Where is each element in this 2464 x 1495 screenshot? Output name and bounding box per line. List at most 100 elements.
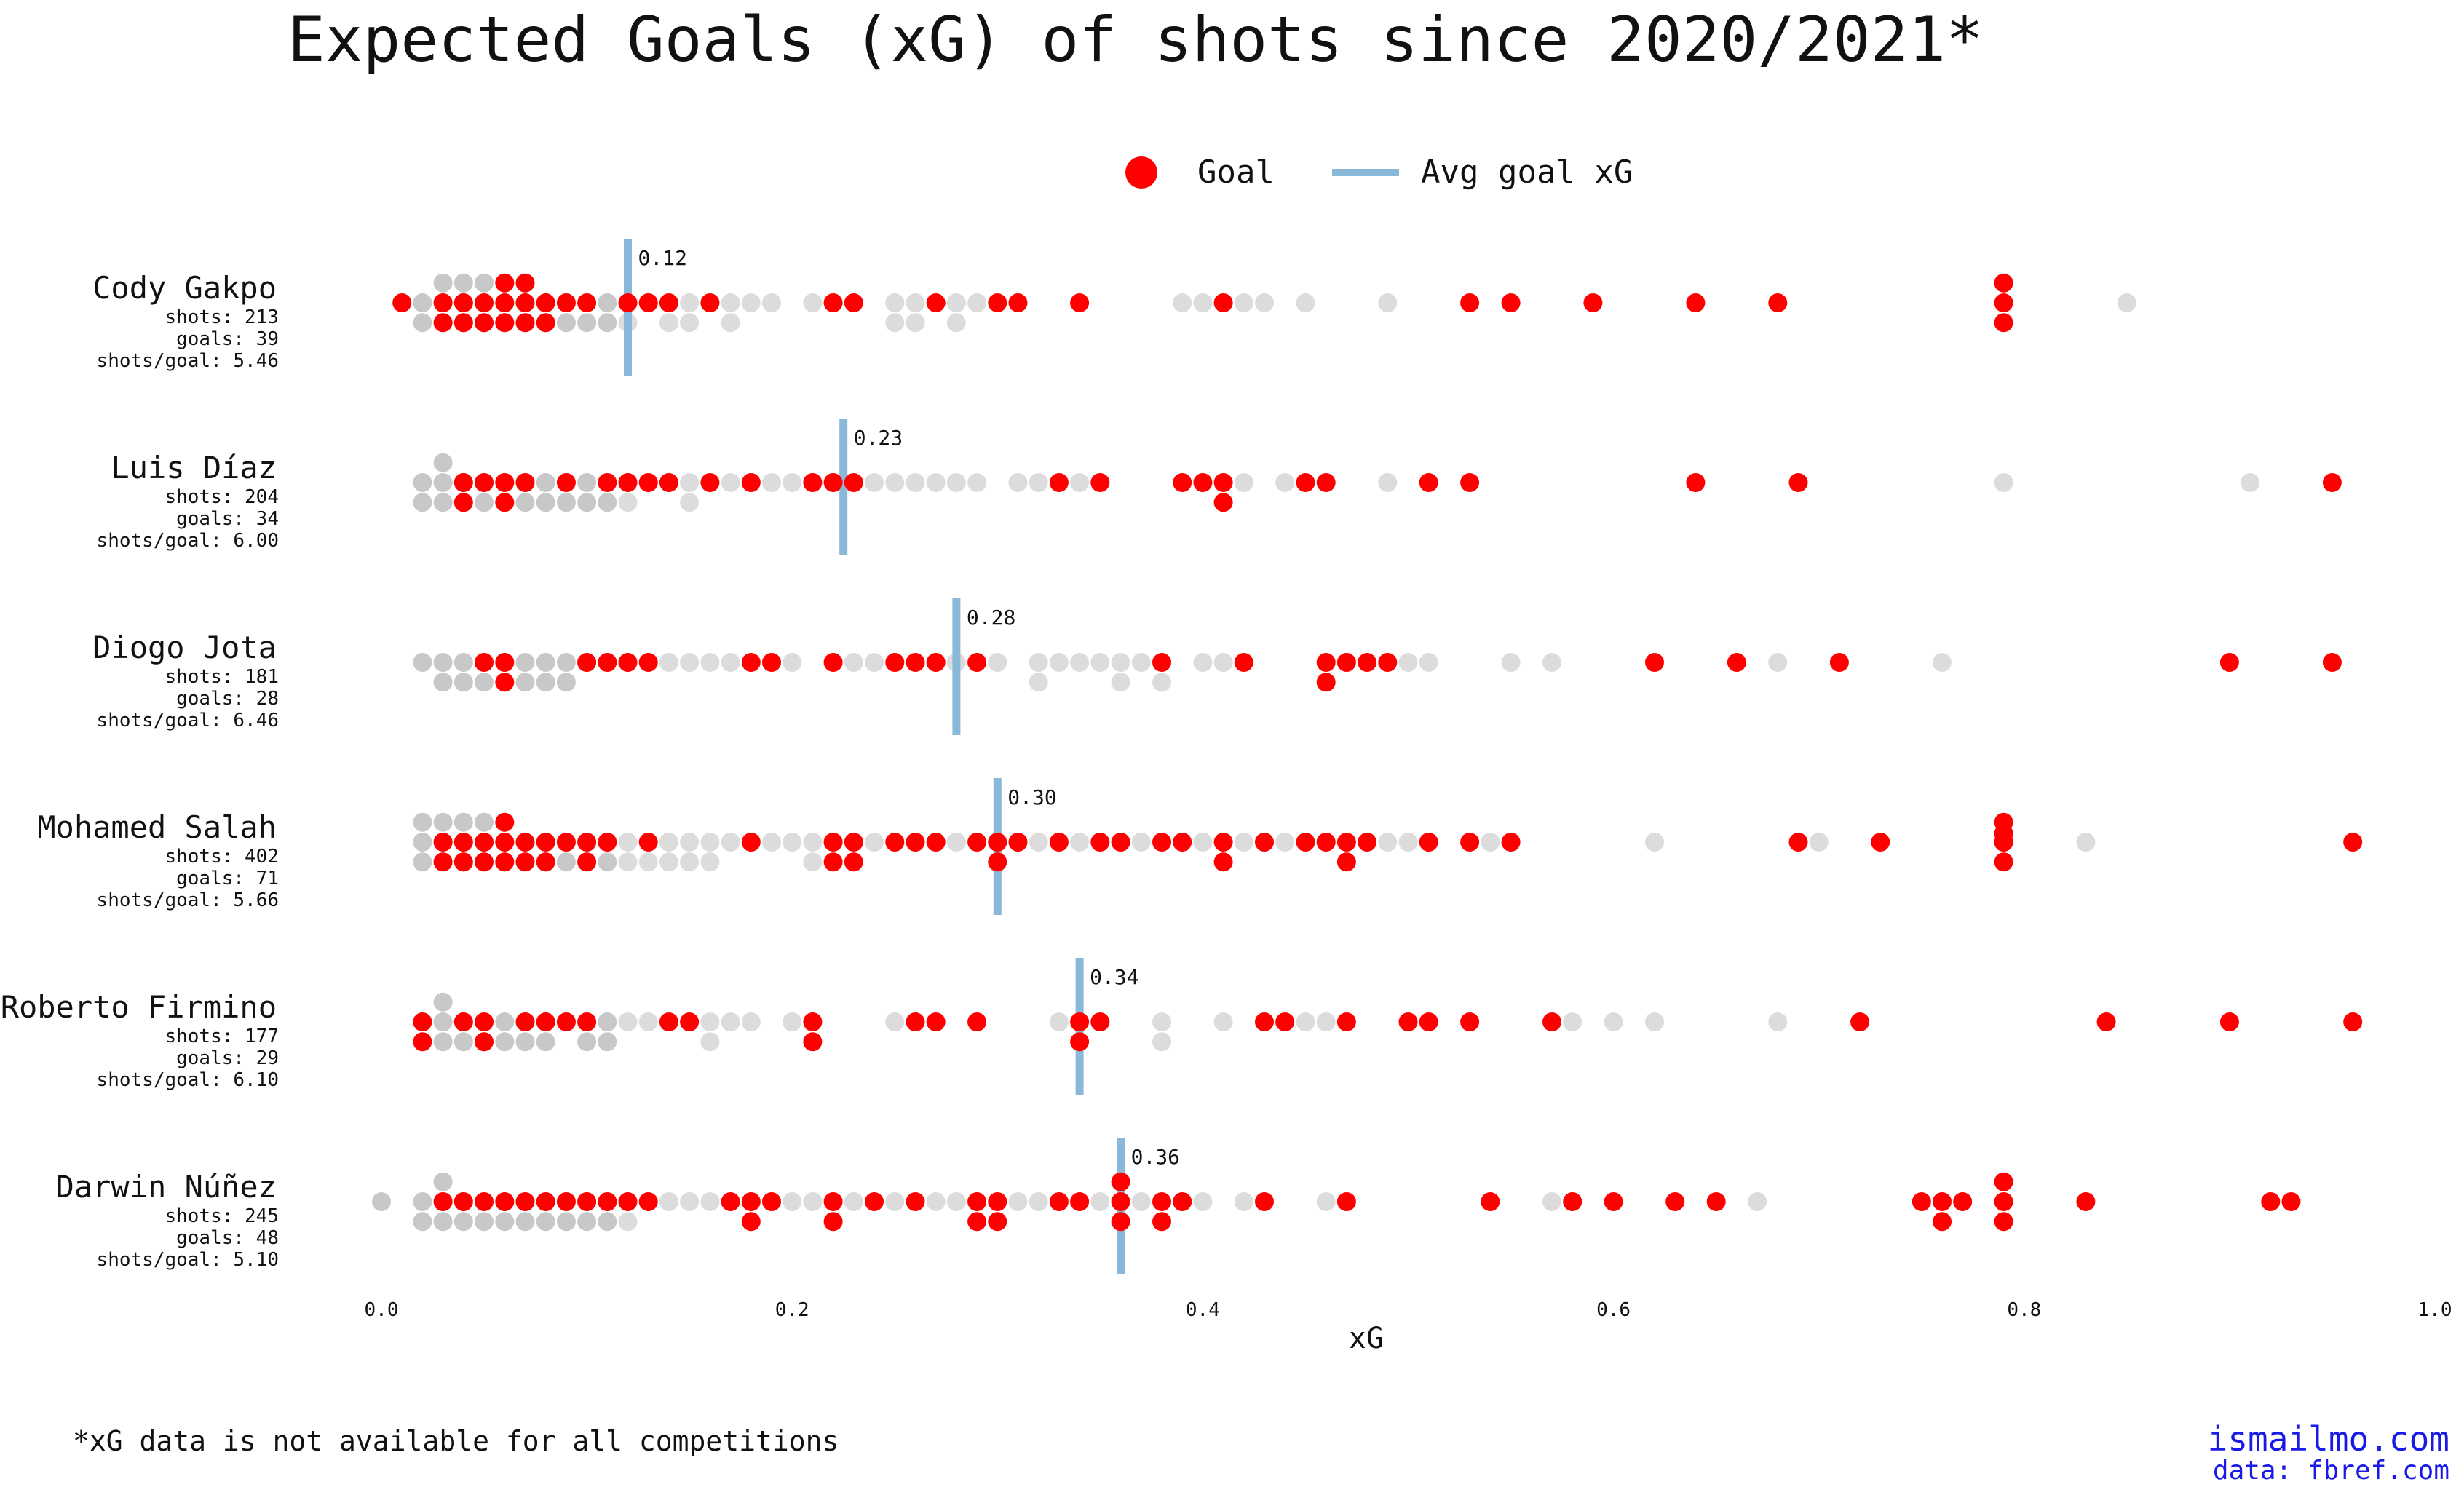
goal-point xyxy=(700,473,720,492)
shot-point xyxy=(577,1032,597,1052)
goal-point xyxy=(556,473,576,492)
shot-point xyxy=(556,653,576,672)
goal-point xyxy=(1316,673,1336,692)
shot-point xyxy=(598,852,617,872)
goal-point xyxy=(495,852,515,872)
shot-point xyxy=(475,1212,494,1232)
goal-point xyxy=(1070,1032,1090,1052)
goal-point xyxy=(1336,852,1356,872)
goal-point xyxy=(1460,1012,1480,1031)
goal-point xyxy=(926,833,946,852)
x-tick-label: 1.0 xyxy=(2418,1299,2452,1321)
goal-point xyxy=(515,1192,535,1211)
shot-point xyxy=(536,1212,555,1232)
goal-point xyxy=(598,1192,617,1211)
shot-point xyxy=(1398,653,1418,672)
goal-point xyxy=(1008,833,1028,852)
goal-point xyxy=(803,1012,823,1031)
shot-point xyxy=(906,313,925,333)
shot-point xyxy=(556,313,576,333)
shot-point xyxy=(598,1212,617,1232)
goal-point xyxy=(515,293,535,312)
goal-point xyxy=(1090,833,1110,852)
goal-point xyxy=(844,852,863,872)
chart-title: Expected Goals (xG) of shots since 2020/… xyxy=(288,4,1984,76)
shot-point xyxy=(1275,833,1295,852)
shot-point xyxy=(1645,1012,1664,1031)
shot-point xyxy=(475,273,494,293)
shot-point xyxy=(577,493,597,512)
goal-point xyxy=(495,812,515,832)
goal-point xyxy=(1111,833,1130,852)
shot-point xyxy=(556,1212,576,1232)
goal-point xyxy=(2261,1192,2281,1211)
avg-goal-xg-label: 0.30 xyxy=(1007,785,1056,809)
goal-point xyxy=(659,293,678,312)
player-goals: goals: 71 xyxy=(176,868,279,889)
shot-point xyxy=(638,852,658,872)
goal-point xyxy=(2322,653,2342,672)
shot-point xyxy=(598,1012,617,1031)
goal-point xyxy=(1173,473,1192,492)
goal-point xyxy=(1213,852,1233,872)
shot-point xyxy=(803,293,823,312)
goal-point xyxy=(577,852,597,872)
shot-point xyxy=(1049,1012,1069,1031)
shot-point xyxy=(433,653,453,672)
shot-point xyxy=(453,1212,473,1232)
goal-point xyxy=(453,293,473,312)
shot-point xyxy=(1604,1012,1623,1031)
shot-point xyxy=(865,653,884,672)
goal-point xyxy=(967,653,987,672)
shot-point xyxy=(1213,653,1233,672)
shot-point xyxy=(865,833,884,852)
shot-point xyxy=(433,673,453,692)
goal-point xyxy=(638,1192,658,1211)
avg-goal-xg-label: 0.36 xyxy=(1131,1145,1180,1169)
goal-point xyxy=(865,1192,884,1211)
goal-point xyxy=(2343,1012,2363,1031)
shot-point xyxy=(926,473,946,492)
shot-point xyxy=(1029,653,1048,672)
goal-point xyxy=(823,1212,843,1232)
goal-point xyxy=(844,293,863,312)
goal-point xyxy=(556,833,576,852)
goal-point xyxy=(495,833,515,852)
goal-point xyxy=(2322,473,2342,492)
goal-point xyxy=(741,1192,761,1211)
goal-point xyxy=(453,1012,473,1031)
player-shots: shots: 177 xyxy=(165,1026,279,1047)
goal-point xyxy=(803,1032,823,1052)
player-name: Luis Díaz xyxy=(111,450,277,485)
shot-point xyxy=(1152,1012,1171,1031)
goal-point xyxy=(1111,1212,1130,1232)
player-name: Mohamed Salah xyxy=(37,809,277,845)
shot-point xyxy=(1111,673,1130,692)
goal-point xyxy=(926,1012,946,1031)
goal-point xyxy=(2219,653,2239,672)
goal-point xyxy=(1460,293,1480,312)
goal-point xyxy=(618,653,638,672)
goal-point xyxy=(475,833,494,852)
goal-point xyxy=(1645,653,1664,672)
shot-point xyxy=(946,473,966,492)
goal-point xyxy=(433,852,453,872)
goal-point xyxy=(495,293,515,312)
goal-point xyxy=(700,293,720,312)
goal-point xyxy=(1070,1192,1090,1211)
goal-point xyxy=(618,293,638,312)
goal-point xyxy=(536,293,555,312)
goal-point xyxy=(1296,833,1315,852)
shot-point xyxy=(1029,1192,1048,1211)
shot-point xyxy=(1501,653,1521,672)
shot-point xyxy=(433,473,453,492)
shot-point xyxy=(680,293,700,312)
goal-point xyxy=(1953,1192,1973,1211)
goal-point xyxy=(1933,1192,1952,1211)
player-shots-per-goal: shots/goal: 6.46 xyxy=(97,710,279,731)
shot-point xyxy=(413,833,432,852)
goal-point xyxy=(618,1192,638,1211)
goal-point xyxy=(762,1192,781,1211)
shot-point xyxy=(844,653,863,672)
